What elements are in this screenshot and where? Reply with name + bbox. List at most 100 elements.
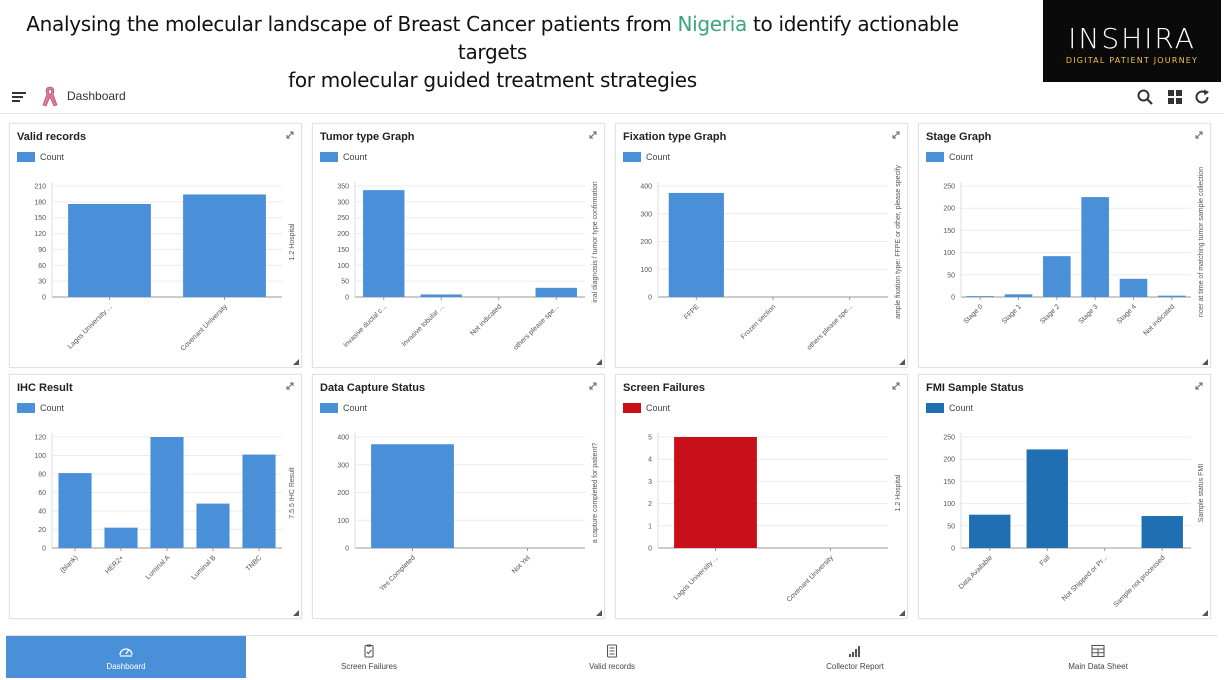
y-tick-label: 150 <box>337 247 349 254</box>
chart-legend[interactable]: Count <box>320 151 367 163</box>
bar-luminal-b[interactable] <box>196 503 230 548</box>
bar-lagos-university[interactable] <box>674 437 757 548</box>
x-category-label: Not indicated <box>469 303 503 337</box>
resize-handle-icon[interactable] <box>596 610 602 616</box>
y-tick-label: 0 <box>951 546 955 553</box>
panel-tumor-type-graph: Tumor type Graph Count 0 50 100 150 200 250 300 3… <box>312 123 605 368</box>
nav-main-data-sheet[interactable]: Main Data Sheet <box>978 636 1218 678</box>
bar-blank[interactable] <box>58 473 92 548</box>
y-tick-label: 150 <box>943 479 955 486</box>
panel-title: Stage Graph <box>926 131 992 143</box>
bar-not-indicated[interactable] <box>1158 295 1186 297</box>
header-banner: Analysing the molecular landscape of Bre… <box>0 0 1224 92</box>
expand-icon[interactable] <box>285 381 295 391</box>
bar-signal-icon <box>849 646 860 657</box>
expand-icon[interactable] <box>588 130 598 140</box>
y-tick-label: 200 <box>337 490 349 497</box>
nav-label: Collector Report <box>826 662 884 671</box>
nav-valid-records[interactable]: Valid records <box>492 636 732 678</box>
bar-ffpe[interactable] <box>668 192 724 297</box>
legend-swatch <box>17 152 35 162</box>
bar-invasive-lobular[interactable] <box>420 294 462 297</box>
bar-stage-2[interactable] <box>1043 256 1071 297</box>
y-tick-label: 40 <box>38 509 46 516</box>
bar-chart: 0 100 200 300 400 FFPE Frozen section others pl… <box>640 164 902 351</box>
bar-chart: 0 30 60 90 120 150 180 210 Lagos University ... C… <box>34 182 296 353</box>
bar-her2[interactable] <box>104 527 138 548</box>
grid-view-icon[interactable] <box>1166 88 1184 106</box>
bar-chart: 0 1 2 3 4 5 Lagos University ... Covenant Unive… <box>648 433 902 604</box>
y-tick-label: 400 <box>337 435 349 442</box>
inshira-logo: INSHIRA DIGITAL PATIENT JOURNEY <box>1043 0 1221 82</box>
expand-icon[interactable] <box>891 381 901 391</box>
resize-handle-icon[interactable] <box>293 359 299 365</box>
bar-data-available[interactable] <box>969 514 1011 548</box>
x-category-label: Lagos University ... <box>67 303 114 350</box>
resize-handle-icon[interactable] <box>596 359 602 365</box>
resize-handle-icon[interactable] <box>899 610 905 616</box>
chart-legend[interactable]: Count <box>623 151 670 163</box>
bar-others-please-spe[interactable] <box>535 287 577 297</box>
resize-handle-icon[interactable] <box>899 359 905 365</box>
bar-lagos-university[interactable] <box>68 203 151 297</box>
bar-sample-not-processed[interactable] <box>1141 516 1183 548</box>
refresh-icon[interactable] <box>1193 88 1211 106</box>
title-part1: Analysing the molecular landscape of Bre… <box>26 12 678 36</box>
expand-icon[interactable] <box>1194 130 1204 140</box>
x-category-label: Not indicated <box>1142 303 1176 337</box>
bar-stage-3[interactable] <box>1081 197 1109 297</box>
expand-icon[interactable] <box>1194 381 1204 391</box>
chart-legend[interactable]: Count <box>926 402 973 414</box>
bar-stage-4[interactable] <box>1119 278 1148 297</box>
panel-valid-records: Valid records Count 0 30 60 90 120 150 180 210 Lag… <box>9 123 302 368</box>
pink-ribbon-icon <box>42 86 58 107</box>
y-tick-label: 50 <box>947 523 955 530</box>
bar-stage-0[interactable] <box>966 296 994 297</box>
hamburger-menu-icon[interactable] <box>12 90 28 104</box>
panel-title: Fixation type Graph <box>623 131 727 143</box>
search-icon[interactable] <box>1136 88 1154 106</box>
bar-yes-completed[interactable] <box>371 444 454 548</box>
expand-icon[interactable] <box>891 130 901 140</box>
legend-swatch <box>320 403 338 413</box>
y-tick-label: 210 <box>34 184 46 191</box>
bar-chart: 0 50 100 150 200 250 300 350 Invasive ductal c..… <box>337 181 599 351</box>
legend-swatch <box>926 403 944 413</box>
legend-label: Count <box>40 152 65 162</box>
nav-dashboard[interactable]: Dashboard <box>6 636 246 678</box>
resize-handle-icon[interactable] <box>293 610 299 616</box>
y-tick-label: 150 <box>943 228 955 235</box>
resize-handle-icon[interactable] <box>1202 610 1208 616</box>
expand-icon[interactable] <box>588 381 598 391</box>
panel-title: IHC Result <box>17 382 73 394</box>
x-category-label: Fail <box>1039 554 1052 567</box>
x-category-label: Covenant University <box>180 303 230 353</box>
x-category-label: Not Shipped or Pr... <box>1061 554 1109 602</box>
expand-icon[interactable] <box>285 130 295 140</box>
y-tick-label: 90 <box>38 247 46 254</box>
bar-stage-1[interactable] <box>1004 294 1033 297</box>
chart-legend[interactable]: Count <box>926 151 973 163</box>
bar-covenant-university[interactable] <box>183 194 266 297</box>
y-tick-label: 100 <box>337 518 349 525</box>
chart-legend[interactable]: Count <box>17 151 64 163</box>
chart-legend[interactable]: Count <box>17 402 64 414</box>
x-category-label: TNBC <box>245 554 263 572</box>
title-highlight: Nigeria <box>677 12 747 36</box>
resize-handle-icon[interactable] <box>1202 359 1208 365</box>
y-tick-label: 250 <box>337 215 349 222</box>
toolbar-title: Dashboard <box>67 89 126 103</box>
nav-collector-report[interactable]: Collector Report <box>735 636 975 678</box>
bar-invasive-ductal-c[interactable] <box>363 190 405 297</box>
x-category-label: Luminal B <box>190 554 217 581</box>
bar-tnbc[interactable] <box>242 454 276 548</box>
nav-screen-failures[interactable]: Screen Failures <box>249 636 489 678</box>
legend-label: Count <box>343 152 368 162</box>
x-category-label: Invasive lobular ... <box>401 303 446 348</box>
x-category-label: FFPE <box>683 303 701 321</box>
panel-title: Tumor type Graph <box>320 131 415 143</box>
bar-fail[interactable] <box>1026 449 1068 548</box>
chart-legend[interactable]: Count <box>623 402 670 414</box>
bar-luminal-a[interactable] <box>150 437 184 548</box>
chart-legend[interactable]: Count <box>320 402 367 414</box>
